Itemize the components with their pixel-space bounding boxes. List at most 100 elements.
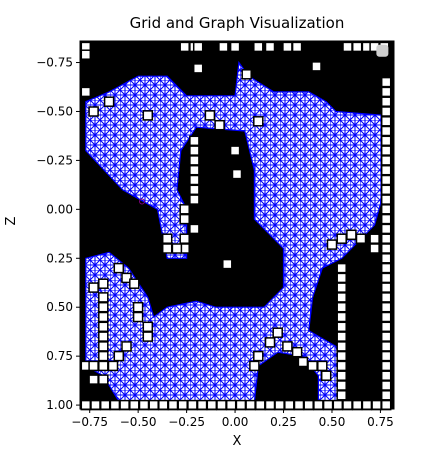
obstacle-cell xyxy=(109,399,121,411)
x-tick-label: 0.50 xyxy=(319,415,346,429)
chart-title: Grid and Graph Visualization xyxy=(129,14,345,32)
obstacle-cell xyxy=(336,272,347,284)
obstacle-cell xyxy=(380,360,392,372)
obstacle-cell xyxy=(380,223,392,235)
obstacle-cell xyxy=(98,350,109,362)
y-tick-label: −0.75 xyxy=(36,56,73,70)
obstacle-cell xyxy=(189,145,200,156)
obstacle-cell xyxy=(189,174,200,186)
obstacle-cell xyxy=(177,399,188,411)
obstacle-cell xyxy=(380,380,392,391)
axes-frame xyxy=(79,40,395,410)
obstacle-cell xyxy=(98,301,109,313)
obstacle-cell xyxy=(192,63,204,74)
obstacle-cell xyxy=(380,350,392,362)
y-tick-label: 0.00 xyxy=(46,202,73,216)
y-tick-label: 0.50 xyxy=(46,300,73,314)
y-tick-label: 0.75 xyxy=(46,349,73,363)
obstacle-cell xyxy=(161,243,173,254)
obstacle-cell xyxy=(380,125,392,137)
obstacle-cell xyxy=(380,272,392,284)
obstacle-cell xyxy=(142,331,154,342)
x-axis-label: X xyxy=(232,434,242,449)
obstacle-cell xyxy=(158,399,169,411)
obstacle-cell xyxy=(380,213,392,225)
obstacle-cell xyxy=(380,135,392,147)
obstacle-cell xyxy=(235,399,247,411)
obstacle-cell xyxy=(380,331,392,342)
obstacle-cell xyxy=(274,399,285,411)
obstacle-cell xyxy=(380,390,392,401)
obstacle-cell xyxy=(241,69,252,80)
obstacle-cell xyxy=(380,243,392,254)
obstacle-cell xyxy=(88,374,99,385)
obstacle-cell xyxy=(380,155,392,166)
obstacle-cell xyxy=(380,76,392,88)
obstacle-cell xyxy=(346,229,357,241)
obstacle-cell xyxy=(291,41,303,53)
obstacle-cell xyxy=(171,243,183,254)
obstacle-cell xyxy=(179,213,190,225)
x-tick-label: 0.25 xyxy=(270,415,297,429)
obstacle-cell xyxy=(272,327,283,338)
obstacle-cell xyxy=(380,96,392,107)
y-tick-label: −0.50 xyxy=(36,104,73,118)
obstacle-cell xyxy=(249,360,260,372)
obstacle-cell xyxy=(336,331,347,342)
obstacle-cell xyxy=(214,119,225,131)
obstacle-cell xyxy=(380,233,392,244)
obstacle-cell xyxy=(380,184,392,196)
obstacle-cell xyxy=(129,399,140,411)
obstacle-cell xyxy=(303,399,314,411)
x-tick-label: −0.50 xyxy=(120,415,157,429)
obstacle-cell xyxy=(192,41,204,53)
obstacle-cell xyxy=(189,184,200,196)
obstacle-cell xyxy=(336,262,347,274)
obstacle-cell xyxy=(380,301,392,313)
highlight-point xyxy=(139,198,146,205)
obstacle-cell xyxy=(380,253,392,264)
obstacle-cell xyxy=(326,239,338,250)
obstacle-cell xyxy=(98,292,109,303)
obstacle-cell xyxy=(336,292,347,303)
obstacle-cell xyxy=(189,223,200,235)
obstacle-cell xyxy=(311,61,322,72)
obstacle-cell xyxy=(380,204,392,215)
obstacle-cell xyxy=(204,110,216,121)
obstacle-cell xyxy=(369,233,380,244)
obstacle-cell xyxy=(253,350,264,362)
graph-mesh-region xyxy=(85,60,385,402)
obstacle-cell xyxy=(253,41,264,53)
obstacle-cell xyxy=(98,311,109,323)
obstacle-cell xyxy=(229,145,241,156)
obstacle-cell xyxy=(253,116,264,127)
obstacle-cell xyxy=(342,399,353,411)
obstacle-cell xyxy=(369,243,380,254)
obstacle-cell xyxy=(380,164,392,176)
obstacle-cell xyxy=(225,399,237,411)
obstacle-cell xyxy=(380,292,392,303)
obstacle-cell xyxy=(113,262,125,274)
gray-marker xyxy=(376,44,389,57)
obstacle-cell xyxy=(129,278,140,289)
obstacle-cell xyxy=(282,41,293,53)
obstacle-cell xyxy=(222,258,233,270)
plot-area xyxy=(80,41,394,411)
obstacle-cell xyxy=(189,155,200,166)
obstacle-cell xyxy=(196,399,208,411)
obstacle-cell xyxy=(88,106,99,117)
obstacle-cell xyxy=(264,399,276,411)
obstacle-cell xyxy=(148,399,159,411)
obstacle-cell xyxy=(216,399,227,411)
obstacle-cell xyxy=(98,374,109,385)
obstacle-cell xyxy=(142,110,154,121)
obstacle-cell xyxy=(320,370,332,381)
x-tick-label: −0.25 xyxy=(168,415,205,429)
obstacle-cell xyxy=(231,168,243,180)
obstacle-cell xyxy=(380,282,392,293)
obstacle-cell xyxy=(371,399,382,411)
obstacle-cell xyxy=(88,360,99,372)
obstacle-cell xyxy=(218,41,229,53)
obstacle-cell xyxy=(88,282,99,293)
